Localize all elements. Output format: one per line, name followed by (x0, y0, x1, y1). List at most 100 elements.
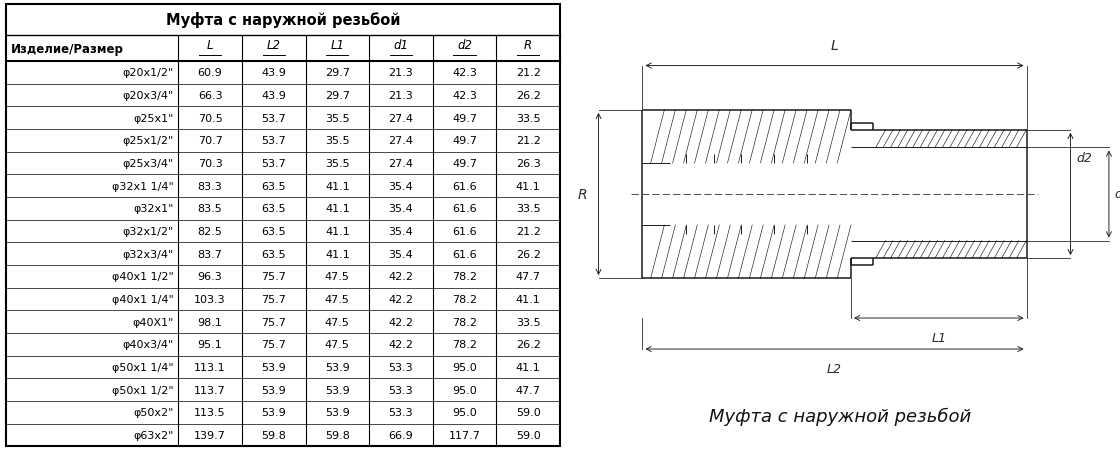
Text: 43.9: 43.9 (261, 91, 286, 101)
Text: 95.0: 95.0 (452, 362, 477, 373)
Text: 53.9: 53.9 (261, 362, 286, 373)
Text: 53.9: 53.9 (325, 385, 349, 395)
Text: 70.5: 70.5 (198, 114, 223, 124)
Text: 103.3: 103.3 (194, 295, 226, 304)
Text: R: R (524, 39, 532, 52)
Text: 35.5: 35.5 (325, 159, 349, 169)
Text: 42.2: 42.2 (389, 295, 413, 304)
Text: 70.7: 70.7 (197, 136, 223, 146)
Text: 21.3: 21.3 (389, 68, 413, 78)
Text: φ20x3/4": φ20x3/4" (122, 91, 174, 101)
Text: 27.4: 27.4 (389, 114, 413, 124)
Text: 53.9: 53.9 (325, 362, 349, 373)
Text: 61.6: 61.6 (452, 226, 477, 237)
Text: 78.2: 78.2 (452, 317, 477, 327)
Text: 53.7: 53.7 (261, 114, 286, 124)
Text: φ40x1 1/2": φ40x1 1/2" (112, 272, 174, 282)
Text: 113.5: 113.5 (194, 408, 226, 418)
Text: φ25x3/4": φ25x3/4" (122, 159, 174, 169)
Text: 33.5: 33.5 (516, 204, 541, 214)
Text: 42.2: 42.2 (389, 272, 413, 282)
Text: 78.2: 78.2 (452, 272, 477, 282)
Text: 66.3: 66.3 (198, 91, 223, 101)
Text: 95.0: 95.0 (452, 385, 477, 395)
Text: 59.0: 59.0 (516, 408, 541, 418)
Text: 59.8: 59.8 (325, 430, 349, 440)
Text: d1: d1 (393, 39, 409, 52)
Text: 75.7: 75.7 (261, 317, 286, 327)
Text: φ40x1 1/4": φ40x1 1/4" (112, 295, 174, 304)
Text: 42.2: 42.2 (389, 340, 413, 350)
Text: 29.7: 29.7 (325, 91, 349, 101)
Text: φ20x1/2": φ20x1/2" (122, 68, 174, 78)
Text: φ32x1/2": φ32x1/2" (122, 226, 174, 237)
Text: Изделие/Размер: Изделие/Размер (11, 43, 124, 55)
Text: φ50x1 1/2": φ50x1 1/2" (112, 385, 174, 395)
Text: 47.5: 47.5 (325, 340, 349, 350)
Text: 35.5: 35.5 (325, 114, 349, 124)
Text: 41.1: 41.1 (516, 181, 541, 191)
Text: 35.5: 35.5 (325, 136, 349, 146)
Text: R: R (577, 188, 587, 202)
Text: L: L (831, 39, 839, 53)
Text: 53.9: 53.9 (325, 408, 349, 418)
Text: 66.9: 66.9 (389, 430, 413, 440)
Text: L2: L2 (827, 363, 842, 376)
Text: 53.9: 53.9 (261, 385, 286, 395)
Text: 43.9: 43.9 (261, 68, 286, 78)
Text: φ32x1 1/4": φ32x1 1/4" (112, 181, 174, 191)
Text: 42.3: 42.3 (452, 91, 477, 101)
Text: 78.2: 78.2 (452, 295, 477, 304)
Text: 42.3: 42.3 (452, 68, 477, 78)
Text: 95.1: 95.1 (198, 340, 223, 350)
Text: 49.7: 49.7 (452, 136, 477, 146)
Text: Муфта с наружной резьбой: Муфта с наружной резьбой (166, 13, 400, 28)
Text: 41.1: 41.1 (325, 204, 349, 214)
Text: d1: d1 (1114, 188, 1120, 201)
Text: 47.5: 47.5 (325, 272, 349, 282)
Text: 26.2: 26.2 (515, 91, 541, 101)
Text: 63.5: 63.5 (261, 226, 286, 237)
Text: φ63x2": φ63x2" (133, 430, 174, 440)
Text: 41.1: 41.1 (325, 226, 349, 237)
Text: 49.7: 49.7 (452, 114, 477, 124)
Text: φ50x1 1/4": φ50x1 1/4" (112, 362, 174, 373)
Text: 83.5: 83.5 (198, 204, 223, 214)
Text: 53.3: 53.3 (389, 408, 413, 418)
Text: 61.6: 61.6 (452, 249, 477, 259)
Text: L: L (207, 39, 213, 52)
Text: 53.7: 53.7 (261, 159, 286, 169)
Text: 53.9: 53.9 (261, 408, 286, 418)
Text: 41.1: 41.1 (516, 362, 541, 373)
Text: φ25x1": φ25x1" (133, 114, 174, 124)
Text: 53.7: 53.7 (261, 136, 286, 146)
Text: 26.3: 26.3 (516, 159, 541, 169)
Text: 78.2: 78.2 (452, 340, 477, 350)
Text: 47.7: 47.7 (515, 385, 541, 395)
Text: 70.3: 70.3 (198, 159, 223, 169)
Text: φ50x2": φ50x2" (133, 408, 174, 418)
Text: 53.3: 53.3 (389, 362, 413, 373)
Text: 26.2: 26.2 (515, 340, 541, 350)
Text: 35.4: 35.4 (389, 181, 413, 191)
Text: 75.7: 75.7 (261, 340, 286, 350)
Text: 21.3: 21.3 (389, 91, 413, 101)
Text: 29.7: 29.7 (325, 68, 349, 78)
Text: 98.1: 98.1 (197, 317, 223, 327)
Text: 61.6: 61.6 (452, 204, 477, 214)
Text: 95.0: 95.0 (452, 408, 477, 418)
Text: 21.2: 21.2 (515, 68, 541, 78)
Text: φ25x1/2": φ25x1/2" (122, 136, 174, 146)
Text: 27.4: 27.4 (389, 159, 413, 169)
Text: 33.5: 33.5 (516, 317, 541, 327)
Text: L1: L1 (932, 331, 946, 345)
Text: 63.5: 63.5 (261, 204, 286, 214)
Text: Муфта с наружной резьбой: Муфта с наружной резьбой (709, 406, 971, 425)
Text: L1: L1 (330, 39, 344, 52)
Text: 21.2: 21.2 (515, 226, 541, 237)
Text: φ40X1": φ40X1" (132, 317, 174, 327)
Text: 47.5: 47.5 (325, 295, 349, 304)
Text: 60.9: 60.9 (198, 68, 223, 78)
Text: 49.7: 49.7 (452, 159, 477, 169)
Text: 117.7: 117.7 (449, 430, 480, 440)
